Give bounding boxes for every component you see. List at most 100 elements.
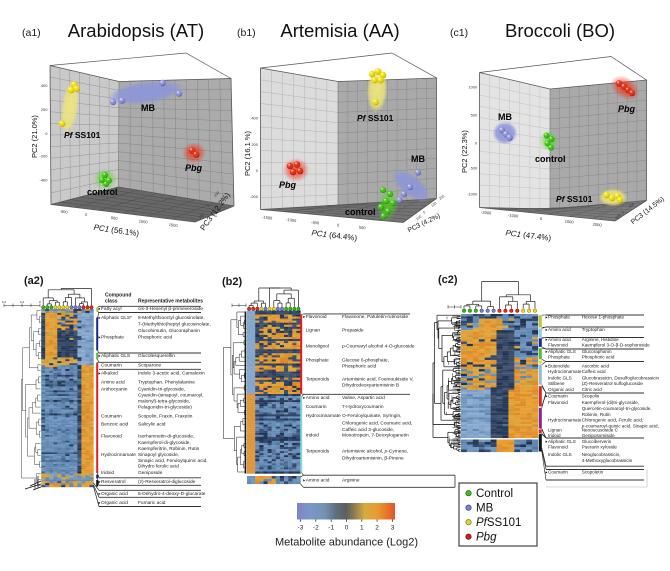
svg-text:Dihydro ferulic acid: Dihydro ferulic acid (138, 464, 179, 470)
svg-text:400: 400 (41, 83, 48, 88)
svg-text:-500: -500 (469, 167, 477, 171)
svg-text:Indolic GLS: Indolic GLS (548, 375, 572, 380)
svg-text:200: 200 (41, 107, 48, 112)
svg-text:Hydrocinnamate: Hydrocinnamate (101, 452, 136, 458)
svg-text:Ascorbic acid: Ascorbic acid (582, 363, 610, 368)
svg-text:Butenolide: Butenolide (548, 363, 570, 368)
svg-text:Caffeic acid: Caffeic acid (582, 369, 606, 374)
svg-text:Organic acid: Organic acid (548, 387, 574, 392)
svg-text:Valine, Aspartic acid: Valine, Aspartic acid (342, 395, 385, 401)
svg-text:Amino acid: Amino acid (306, 395, 330, 401)
svg-text:(a2): (a2) (24, 275, 44, 287)
svg-text:Artemisinic alcohol, p-Cymene,: Artemisinic alcohol, p-Cymene, (342, 449, 408, 455)
svg-text:Citric acid: Citric acid (582, 387, 603, 392)
svg-text:Neooucusoside C: Neooucusoside C (582, 428, 619, 433)
svg-text:Glucose 6-phosphate,: Glucose 6-phosphate, (342, 358, 389, 364)
svg-text:0.2: 0.2 (20, 300, 25, 304)
svg-text:Pbg: Pbg (618, 104, 636, 114)
svg-text:Pbg: Pbg (279, 180, 297, 190)
svg-text:Amino acid: Amino acid (306, 478, 330, 484)
svg-text:-1000: -1000 (467, 193, 477, 197)
svg-text:Flavonoid: Flavonoid (306, 314, 327, 320)
svg-text:Monolignol: Monolignol (306, 344, 329, 350)
svg-text:Arabidopsis (AT): Arabidopsis (AT) (68, 20, 204, 41)
svg-text:Quercetin-coumaroyl-tri-glycos: Quercetin-coumaroyl-tri-glycoside, (582, 406, 652, 411)
svg-text:Hexose 1-phosphate: Hexose 1-phosphate (582, 315, 625, 320)
svg-text:Anthocyanin: Anthocyanin (101, 387, 128, 393)
svg-text:MB: MB (411, 154, 425, 164)
svg-text:0.4: 0.4 (2, 300, 7, 304)
svg-text:-2: -2 (313, 525, 319, 532)
svg-text:Lignan: Lignan (548, 428, 562, 433)
svg-text:Glucoiberverin: Glucoiberverin (582, 439, 612, 444)
svg-text:Phosphate: Phosphate (548, 354, 570, 359)
svg-text:cis-3-Hexenyl β-primeveroside: cis-3-Hexenyl β-primeveroside (138, 306, 203, 312)
svg-text:Coumarin: Coumarin (101, 414, 122, 420)
svg-text:Iridoid: Iridoid (548, 433, 561, 438)
svg-text:Scopoletin: Scopoletin (582, 470, 604, 475)
svg-text:Pbg: Pbg (476, 532, 497, 544)
svg-text:Pelagonidin-tri-glycoside): Pelagonidin-tri-glycoside) (138, 405, 192, 411)
svg-text:Phosphate: Phosphate (548, 315, 570, 320)
svg-text:Iridoid: Iridoid (101, 470, 114, 476)
svg-text:PfSS101: PfSS101 (476, 517, 521, 529)
svg-text:(c2): (c2) (438, 274, 458, 286)
svg-text:Flavonoid: Flavonoid (548, 343, 568, 348)
svg-text:Arginine: Arginine (342, 478, 360, 484)
svg-text:3: 3 (391, 525, 395, 532)
svg-text:Indolic GLS: Indolic GLS (548, 452, 572, 457)
svg-text:Alkaloid: Alkaloid (101, 371, 118, 377)
svg-text:Lignan: Lignan (306, 328, 321, 334)
svg-text:malonyl)-tetra-glycoside,: malonyl)-tetra-glycoside, (138, 399, 190, 405)
svg-text:PC2 (21.0%): PC2 (21.0%) (30, 115, 39, 158)
svg-text:500: 500 (471, 114, 477, 118)
svg-text:2000: 2000 (592, 222, 602, 228)
svg-text:Geniposomiside: Geniposomiside (582, 433, 615, 438)
svg-text:2: 2 (375, 525, 379, 532)
svg-text:Tryptophan: Tryptophan (582, 327, 606, 332)
svg-text:Hydrocinnamate: Hydrocinnamate (548, 417, 582, 422)
svg-text:MB: MB (498, 112, 512, 122)
svg-text:Cyanidin-tri-glycoside,: Cyanidin-tri-glycoside, (138, 387, 185, 393)
svg-text:Fatty acyl: Fatty acyl (101, 306, 122, 312)
svg-text:Amino acid: Amino acid (101, 380, 125, 386)
svg-text:1000: 1000 (469, 86, 477, 90)
svg-text:Monotropein, 7-Deoxyloganetin: Monotropein, 7-Deoxyloganetin (342, 433, 409, 439)
svg-text:-200: -200 (39, 154, 48, 159)
svg-text:Organic acid: Organic acid (101, 500, 128, 506)
svg-text:(b2): (b2) (222, 276, 243, 288)
svg-text:MB: MB (141, 103, 155, 113)
svg-text:Phosphoric acid: Phosphoric acid (582, 354, 615, 359)
svg-text:O-Feruloylquinate, Syringin,: O-Feruloylquinate, Syringin, (342, 413, 401, 419)
svg-text:Flavonoid: Flavonoid (101, 434, 122, 440)
svg-text:Sinapic acid, Feruloylquinic a: Sinapic acid, Feruloylquinic acid, (138, 458, 208, 464)
svg-text:Geniposide: Geniposide (138, 470, 163, 476)
svg-text:1: 1 (360, 525, 364, 532)
svg-text:Pf SS101: Pf SS101 (357, 113, 394, 123)
svg-text:Glucoraphanin: Glucoraphanin (582, 349, 612, 354)
svg-text:Pbg: Pbg (185, 163, 203, 173)
svg-text:Glucolesquerellin: Glucolesquerellin (138, 353, 175, 359)
svg-text:Kaempferitrin, Robinin, Rutin: Kaempferitrin, Robinin, Rutin (138, 446, 200, 452)
svg-text:Organic acid: Organic acid (101, 491, 128, 497)
svg-text:0: 0 (475, 142, 477, 146)
svg-text:Kaempferol-di-glycoside,: Kaempferol-di-glycoside, (138, 440, 191, 446)
svg-text:Tryptophan, Phenylalanine: Tryptophan, Phenylalanine (138, 380, 195, 386)
svg-text:Terpenoids: Terpenoids (306, 449, 330, 455)
svg-text:Broccoli (BO): Broccoli (BO) (505, 20, 615, 41)
svg-text:control: control (87, 187, 118, 197)
svg-text:Aliphatic GLS: Aliphatic GLS (548, 349, 576, 354)
svg-text:Aliphatic GLS: Aliphatic GLS (101, 353, 130, 359)
svg-text:Metabolite abundance (Log2): Metabolite abundance (Log2) (275, 537, 418, 549)
svg-text:control: control (535, 154, 566, 164)
svg-text:Coumarin: Coumarin (306, 404, 327, 410)
svg-text:-3: -3 (298, 525, 304, 532)
svg-text:(a1): (a1) (22, 27, 41, 39)
svg-text:Hydrocinnamate: Hydrocinnamate (548, 369, 582, 374)
svg-text:Robinin, Rutin: Robinin, Rutin (582, 412, 611, 417)
svg-text:-400: -400 (39, 178, 48, 183)
svg-text:Flavonoid: Flavonoid (548, 400, 568, 405)
svg-text:(c1): (c1) (450, 27, 468, 39)
svg-text:Caffeic acid 3-glucoside,: Caffeic acid 3-glucoside, (342, 427, 394, 433)
svg-text:Dihydrodeoxyartemisinin B: Dihydrodeoxyartemisinin B (342, 383, 399, 389)
